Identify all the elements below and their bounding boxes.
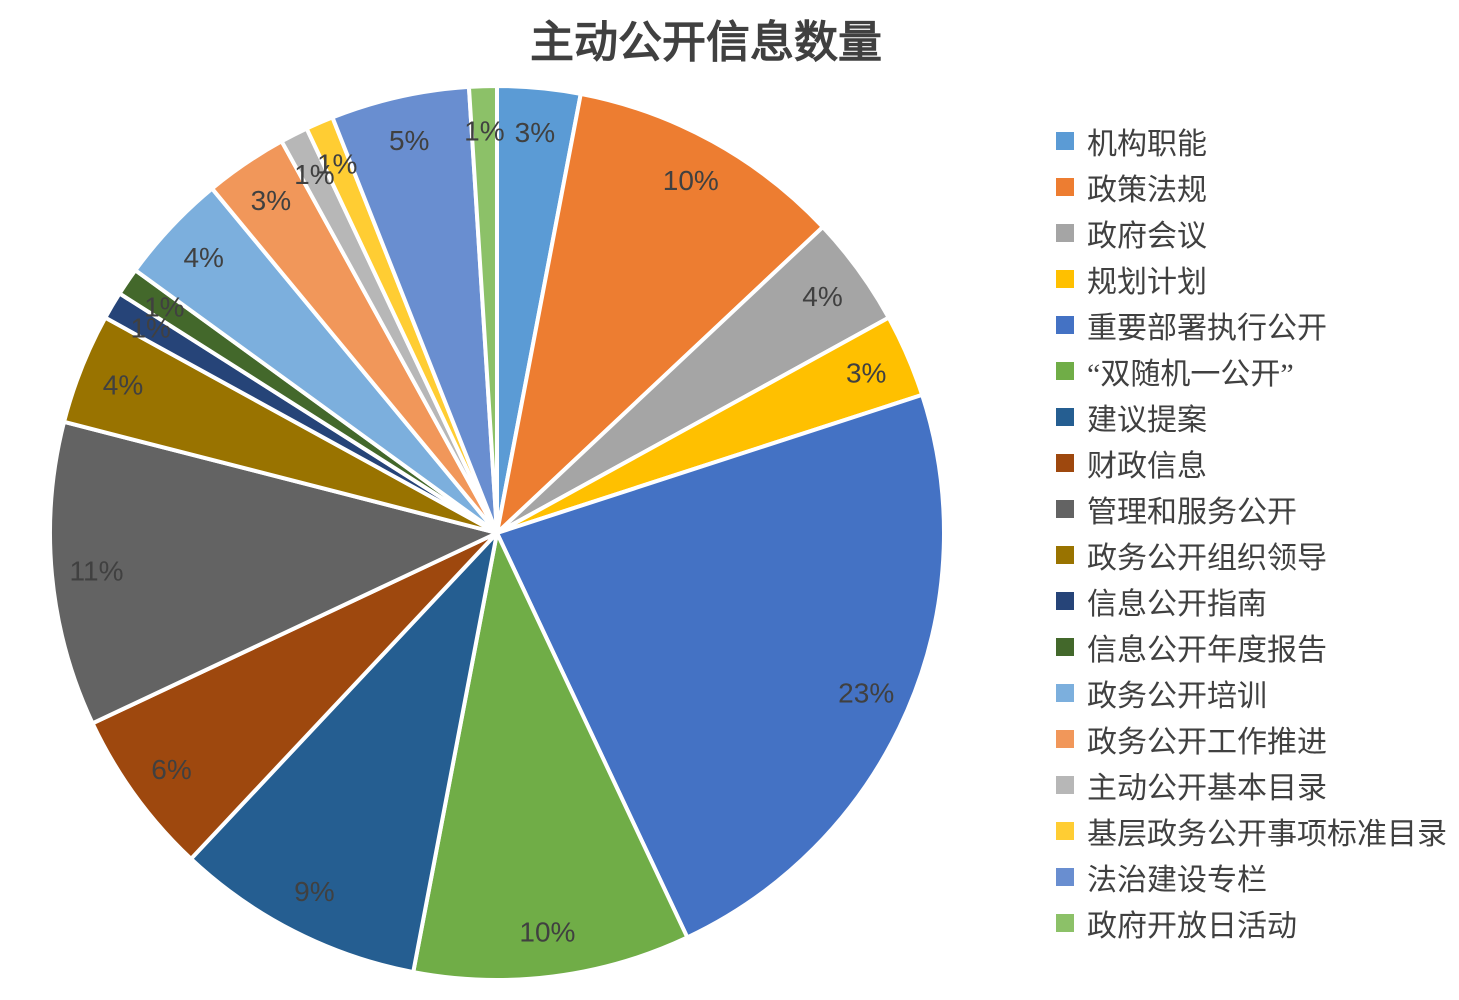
legend-label: 机构职能 xyxy=(1087,128,1207,161)
legend-item-13: 政务公开培训 xyxy=(1056,670,1447,716)
legend: 机构职能政策法规政府会议规划计划重要部署执行公开 “双随机一公开” 建议提案财政信息… xyxy=(1056,118,1447,946)
legend-swatch-icon xyxy=(1056,684,1074,702)
legend-item-14: 政务公开工作推进 xyxy=(1056,716,1447,762)
pie-slice-data-label-3: 4% xyxy=(802,281,842,312)
legend-item-1: 机构职能 xyxy=(1056,118,1447,164)
legend-item-4: 规划计划 xyxy=(1056,256,1447,302)
legend-swatch-icon xyxy=(1056,914,1074,932)
pie-slice-18 xyxy=(466,83,499,534)
legend-item-18: 政府开放日活动 xyxy=(1056,900,1447,946)
legend-swatch-icon xyxy=(1056,132,1074,150)
pie-slice-7 xyxy=(188,526,501,975)
legend-swatch-icon xyxy=(1056,362,1074,380)
legend-label: 信息公开年度报告 xyxy=(1087,634,1327,667)
legend-item-3: 政府会议 xyxy=(1056,210,1447,256)
pie-slice-data-label-8: 6% xyxy=(151,754,191,785)
legend-label: 政府会议 xyxy=(1087,220,1207,253)
pie-slice-data-label-11: 1% xyxy=(130,313,170,344)
legend-item-10: 政务公开组织领导 xyxy=(1056,532,1447,578)
legend-swatch-icon xyxy=(1056,776,1074,794)
legend-swatch-icon xyxy=(1056,270,1074,288)
pie-slice-5 xyxy=(494,392,946,941)
legend-swatch-icon xyxy=(1056,408,1074,426)
legend-item-8: 财政信息 xyxy=(1056,440,1447,486)
legend-swatch-icon xyxy=(1056,454,1074,472)
pie-slice-data-label-14: 3% xyxy=(251,185,291,216)
legend-swatch-icon xyxy=(1056,730,1074,748)
legend-label: 管理和服务公开 xyxy=(1087,496,1297,529)
pie-slice-6 xyxy=(410,526,690,982)
pie-slice-data-label-13: 4% xyxy=(183,242,223,273)
pie-slice-data-label-10: 4% xyxy=(103,369,143,400)
legend-swatch-icon xyxy=(1056,546,1074,564)
legend-item-17: 法治建设专栏 xyxy=(1056,854,1447,900)
legend-label: 政务公开组织领导 xyxy=(1087,542,1327,575)
pie-slice-2 xyxy=(493,91,826,539)
pie-slice-data-label-5: 23% xyxy=(838,677,894,708)
pie-slice-data-label-9: 11% xyxy=(70,555,124,586)
legend-label: 建议提案 xyxy=(1087,404,1207,437)
pie-slice-data-label-17: 5% xyxy=(389,125,429,156)
pie-slice-data-label-4: 3% xyxy=(846,358,886,389)
legend-item-6: “双随机一公开” xyxy=(1056,348,1447,394)
pie-slice-data-label-18: 1% xyxy=(464,115,504,146)
legend-label: “双随机一公开” xyxy=(1087,358,1294,391)
legend-label: 政策法规 xyxy=(1087,174,1207,207)
legend-item-7: 建议提案 xyxy=(1056,394,1447,440)
pie-slice-data-label-16: 1% xyxy=(317,148,357,179)
legend-label: 信息公开指南 xyxy=(1087,588,1267,621)
pie-slice-data-label-12: 1% xyxy=(144,291,184,322)
pie-slice-8 xyxy=(89,531,499,862)
legend-label: 重要部署执行公开 xyxy=(1087,312,1327,345)
legend-item-2: 政策法规 xyxy=(1056,164,1447,210)
pie-slice-data-label-15: 1% xyxy=(294,159,334,190)
legend-label: 主动公开基本目录 xyxy=(1087,772,1327,805)
chart-title: 主动公开信息数量 xyxy=(530,18,882,67)
legend-label: 法治建设专栏 xyxy=(1087,864,1267,897)
legend-label: 政务公开培训 xyxy=(1087,680,1267,713)
legend-label: 政府开放日活动 xyxy=(1087,910,1297,943)
legend-label: 财政信息 xyxy=(1087,450,1207,483)
legend-swatch-icon xyxy=(1056,224,1074,242)
legend-label: 规划计划 xyxy=(1087,266,1207,299)
legend-item-12: 信息公开年度报告 xyxy=(1056,624,1447,670)
legend-swatch-icon xyxy=(1056,638,1074,656)
legend-item-15: 主动公开基本目录 xyxy=(1056,762,1447,808)
legend-label: 政务公开工作推进 xyxy=(1087,726,1327,759)
legend-swatch-icon xyxy=(1056,178,1074,196)
legend-swatch-icon xyxy=(1056,868,1074,886)
legend-swatch-icon xyxy=(1056,822,1074,840)
pie-chart: 3%10%4%3%23%10%9%6%11%4%1%1%4%3%1%1%5% 1% xyxy=(48,83,946,982)
pie-slice-9 xyxy=(48,419,503,726)
legend-label: 基层政务公开事项标准目录 xyxy=(1087,818,1447,851)
pie-slice-data-label-1: 3% xyxy=(515,117,555,148)
legend-item-5: 重要部署执行公开 xyxy=(1056,302,1447,348)
pie-slice-data-label-7: 9% xyxy=(294,876,334,907)
legend-swatch-icon xyxy=(1056,592,1074,610)
legend-item-16: 基层政务公开事项标准目录 xyxy=(1056,808,1447,854)
legend-swatch-icon xyxy=(1056,316,1074,334)
legend-swatch-icon xyxy=(1056,500,1074,518)
pie-slice-data-label-6: 10% xyxy=(519,917,575,948)
pie-slice-data-label-2: 10% xyxy=(663,165,719,196)
legend-item-9: 管理和服务公开 xyxy=(1056,486,1447,532)
legend-item-11: 信息公开指南 xyxy=(1056,578,1447,624)
